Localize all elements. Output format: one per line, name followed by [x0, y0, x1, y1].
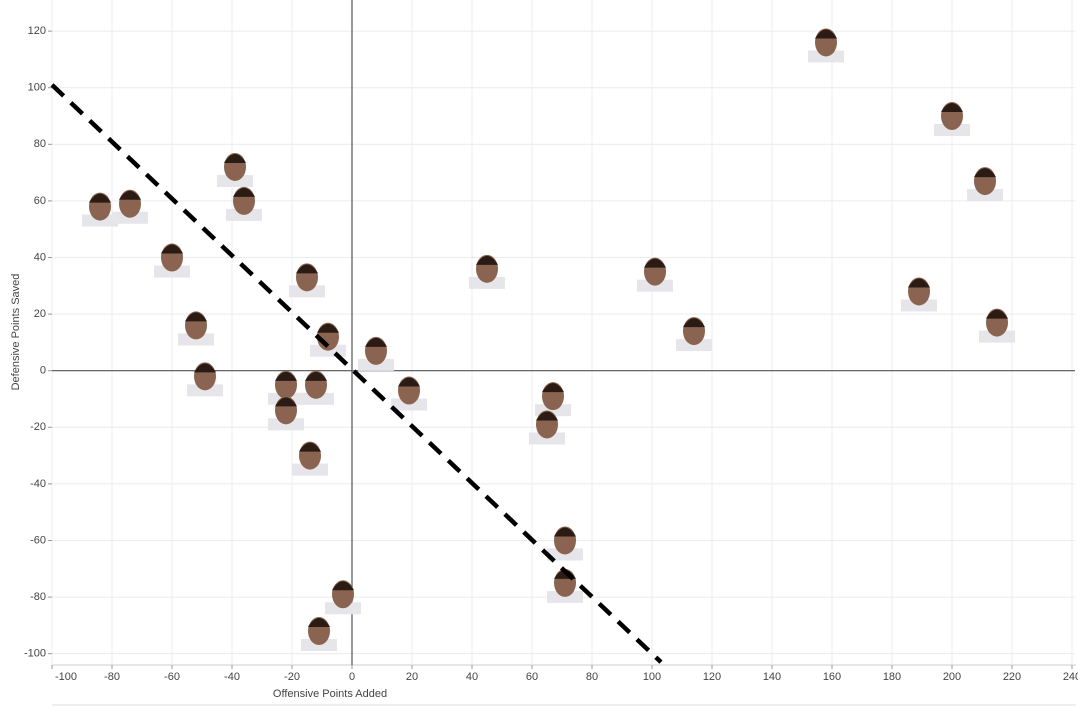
x-tick-label: 20 [406, 671, 418, 683]
hair [644, 258, 666, 268]
x-tick-label: 240 [1063, 671, 1078, 683]
x-tick-label: -60 [164, 671, 180, 683]
y-tick-label: 120 [28, 25, 46, 37]
x-tick-label: 60 [526, 671, 538, 683]
x-tick-label: 200 [943, 671, 961, 683]
player-marker [934, 102, 970, 137]
player-marker [535, 382, 571, 417]
player-marker [292, 441, 328, 476]
player-marker [808, 28, 844, 63]
player-marker [187, 362, 223, 397]
player-marker [298, 370, 334, 405]
x-axis-label: Offensive Points Added [273, 688, 387, 700]
player-marker [979, 308, 1015, 343]
player-marker [289, 263, 325, 298]
player-marker [469, 254, 505, 289]
y-tick-label: 80 [34, 138, 46, 150]
player-marker [529, 410, 565, 445]
x-tick-label: 120 [703, 671, 721, 683]
player-marker [676, 317, 712, 352]
player-marker [268, 370, 304, 405]
hair [365, 337, 387, 347]
player-marker [637, 257, 673, 292]
x-tick-label: -100 [55, 671, 77, 683]
hair [332, 581, 354, 591]
hair [233, 187, 255, 197]
hair [161, 244, 183, 254]
x-tick-label: 140 [763, 671, 781, 683]
x-tick-label: 80 [586, 671, 598, 683]
x-tick-label: 220 [1003, 671, 1021, 683]
hair [542, 383, 564, 393]
player-marker [310, 322, 346, 357]
trend-line [50, 83, 663, 664]
hair [296, 264, 318, 274]
hair [299, 442, 321, 452]
y-tick-label: 100 [28, 82, 46, 94]
hair [317, 323, 339, 333]
player-marker [226, 186, 262, 221]
y-tick-label: -60 [30, 534, 46, 546]
hair [908, 278, 930, 288]
hair [974, 168, 996, 178]
player-marker [391, 376, 427, 411]
y-tick-label: 60 [34, 195, 46, 207]
y-tick-label: -80 [30, 591, 46, 603]
hair [275, 371, 297, 381]
player-marker [178, 311, 214, 346]
hair [815, 29, 837, 39]
hair [941, 103, 963, 113]
player-marker [967, 167, 1003, 202]
hair [89, 193, 111, 203]
hair [398, 377, 420, 387]
player-marker [901, 277, 937, 312]
hair [194, 363, 216, 373]
hair [185, 312, 207, 322]
x-tick-label: -80 [104, 671, 120, 683]
y-tick-label: 0 [40, 365, 46, 377]
x-tick-label: 100 [643, 671, 661, 683]
y-axis-label: Defensive Points Saved [10, 274, 22, 391]
hair [119, 190, 141, 200]
hair [308, 618, 330, 628]
player-marker [268, 396, 304, 431]
player-marker [217, 152, 253, 187]
x-tick-label: -40 [224, 671, 240, 683]
player-marker [358, 336, 394, 371]
x-tick-label: 160 [823, 671, 841, 683]
grid [51, 0, 1075, 665]
hair [476, 255, 498, 265]
player-marker [82, 192, 118, 227]
x-tick-label: 180 [883, 671, 901, 683]
hair [305, 371, 327, 381]
hair [986, 309, 1008, 319]
x-tick-label: 0 [349, 671, 355, 683]
y-tick-label: -40 [30, 478, 46, 490]
player-marker [112, 189, 148, 224]
hair [554, 527, 576, 537]
player-marker [325, 580, 361, 615]
hair [536, 411, 558, 421]
hair [275, 397, 297, 407]
player-marker [301, 617, 337, 652]
hair [224, 153, 246, 163]
y-tick-label: -100 [24, 648, 46, 660]
x-tick-label: 40 [466, 671, 478, 683]
hair [683, 318, 705, 328]
y-tick-label: 40 [34, 251, 46, 263]
x-tick-label: -20 [284, 671, 300, 683]
player-marker [547, 526, 583, 561]
y-tick-label: 20 [34, 308, 46, 320]
y-tick-label: -20 [30, 421, 46, 433]
player-marker [154, 243, 190, 278]
